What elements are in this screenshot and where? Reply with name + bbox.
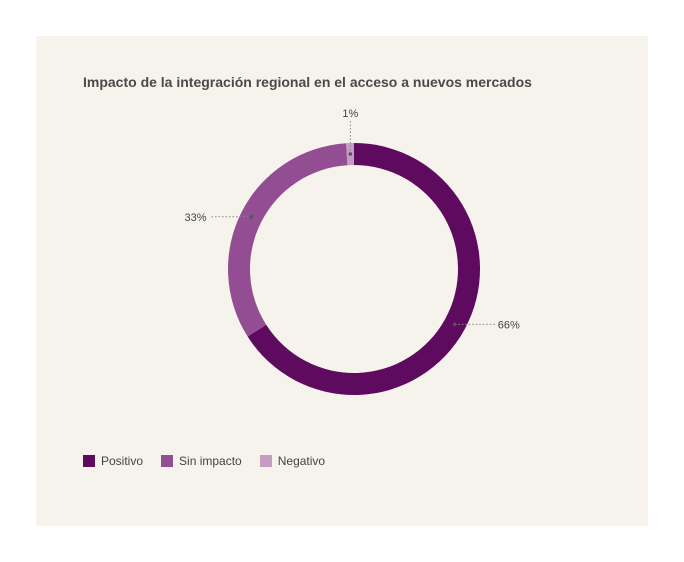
donut-chart: 66% 33% 1% <box>185 108 521 395</box>
slice-labels: 66% 33% 1% <box>185 108 521 331</box>
donut-slice-sin-impacto[interactable] <box>227 143 348 337</box>
chart-card: Impacto de la integración regional en el… <box>36 36 648 526</box>
slice-value-label-sin-impacto: 33% <box>185 212 207 224</box>
chart-title: Impacto de la integración regional en el… <box>83 74 532 90</box>
legend-swatch-sin-impacto <box>161 455 174 467</box>
legend-item-positivo[interactable]: Positivo <box>83 454 143 468</box>
legend-item-negativo[interactable]: Negativo <box>259 454 326 468</box>
legend-label-sin-impacto: Sin impacto <box>179 454 242 468</box>
slice-value-label-positivo: 66% <box>498 319 520 331</box>
legend-swatch-negativo <box>259 455 272 467</box>
legend: Positivo Sin impacto Negativo <box>83 454 325 468</box>
leader-dot-negativo <box>348 152 353 156</box>
slice-value-label-negativo: 1% <box>342 108 358 120</box>
legend-label-positivo: Positivo <box>101 454 144 468</box>
leader-dot-positivo <box>452 322 457 327</box>
leader-dot-sin-impacto <box>249 214 254 219</box>
legend-swatch-positivo <box>83 455 95 467</box>
donut-slices <box>227 143 480 395</box>
legend-label-negativo: Negativo <box>277 454 326 468</box>
legend-item-sin-impacto[interactable]: Sin impacto <box>161 454 242 468</box>
